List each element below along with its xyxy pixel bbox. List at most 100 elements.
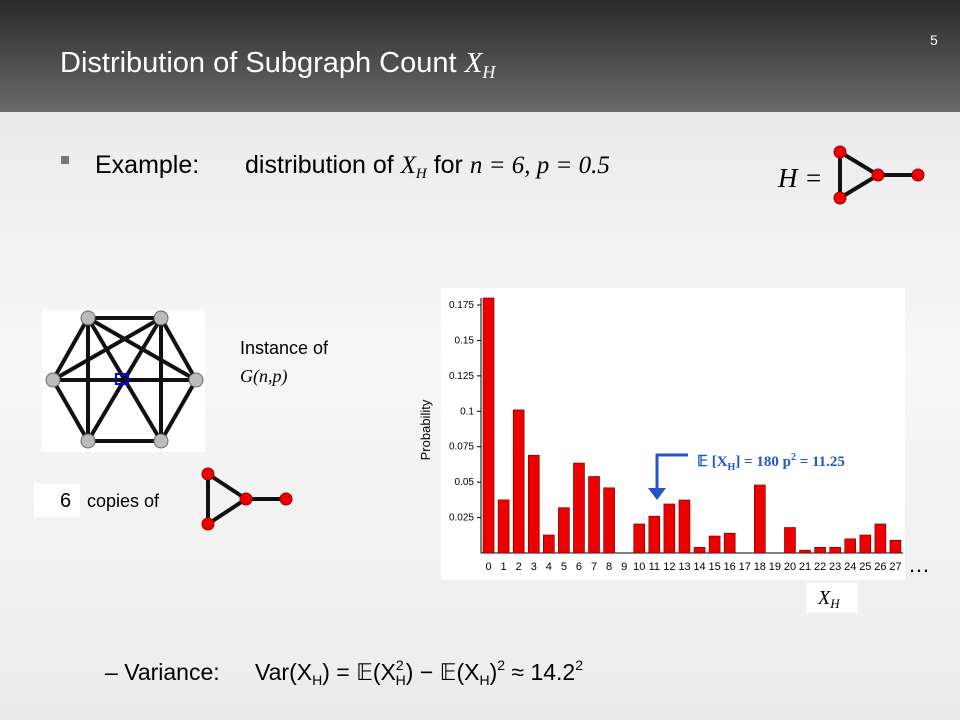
title: Distribution of Subgraph Count XH — [60, 47, 496, 82]
x-tick-label: 24 — [844, 561, 856, 573]
page-number: 5 — [930, 32, 938, 48]
x-tick-label: 16 — [724, 561, 736, 573]
bar — [889, 539, 902, 554]
f: ) − 𝔼(X — [406, 659, 480, 685]
y-tick-label: 0.1 — [460, 406, 474, 417]
bullet-mid: for — [427, 151, 470, 179]
x-tick-label: 10 — [633, 561, 645, 573]
f: ) = 𝔼(X — [322, 659, 396, 685]
bullet-sub: H — [415, 166, 428, 182]
x-axis-label: XH — [817, 587, 840, 611]
x-tick-label: 0 — [485, 561, 491, 573]
f: 2 — [396, 657, 404, 673]
header — [0, 0, 960, 112]
bar — [663, 503, 676, 554]
title-text: Distribution of Subgraph Count — [60, 47, 465, 79]
bar — [693, 547, 706, 554]
y-tick-label: 0.175 — [449, 300, 474, 311]
bullet-params: n = 6, p = 0.5 — [470, 152, 610, 179]
x-tick-label: 17 — [739, 561, 751, 573]
bullet-label: Example: — [95, 151, 199, 179]
ann: H — [728, 462, 736, 473]
bar — [527, 454, 540, 554]
f: H — [312, 672, 322, 688]
x-tick-label: 18 — [754, 561, 766, 573]
x-tick-label: 12 — [663, 561, 675, 573]
x-tick-label: 8 — [606, 561, 612, 573]
title-sub: H — [481, 62, 496, 82]
bullet: Example: distribution of XH for n = 6, p … — [95, 151, 610, 182]
y-tick-label: 0.05 — [455, 477, 475, 488]
bar — [543, 534, 555, 554]
x-tick-label: 5 — [561, 561, 567, 573]
h-label: H = — [777, 163, 822, 193]
bar — [874, 523, 887, 554]
ann: 2 — [791, 452, 796, 463]
x-tick-label: 19 — [769, 561, 781, 573]
bar — [558, 507, 570, 554]
bar — [512, 409, 525, 554]
x-label-box — [806, 583, 858, 613]
f: ) — [490, 659, 498, 685]
bar — [844, 538, 857, 554]
variance-label: Variance: — [124, 659, 219, 685]
h-graph — [833, 145, 925, 205]
bullet-text: distribution of — [245, 151, 401, 179]
ellipsis: … — [908, 552, 930, 577]
x-tick-label: 1 — [501, 561, 507, 573]
bar — [784, 527, 796, 554]
x-tick-label: 2 — [516, 561, 522, 573]
x-tick-label: 23 — [829, 561, 841, 573]
bar — [799, 549, 811, 554]
bar — [829, 547, 841, 554]
f: Var(X — [255, 659, 312, 685]
x-tick-label: 3 — [531, 561, 537, 573]
bar — [482, 297, 495, 554]
ann: 𝔼 [X — [697, 454, 728, 470]
f: H — [396, 672, 406, 688]
x-tick-label: 20 — [784, 561, 796, 573]
bar — [497, 499, 510, 554]
copies-count: 6 — [60, 490, 71, 512]
x-tick-label: 13 — [678, 561, 690, 573]
bar — [754, 484, 766, 554]
variance-dash: – — [105, 659, 124, 685]
count-box — [34, 483, 80, 517]
x-tick-label: 14 — [693, 561, 705, 573]
f: H — [479, 672, 489, 688]
bar — [603, 487, 615, 554]
instance-graph — [45, 310, 204, 449]
highlight — [115, 373, 129, 385]
variance: – Variance: — [105, 659, 220, 685]
bullet-icon — [61, 156, 69, 164]
bar — [573, 462, 585, 554]
x-tick-label: 21 — [799, 561, 811, 573]
bar — [678, 499, 691, 554]
ann: = 11.25 — [796, 454, 845, 470]
bar — [588, 476, 600, 554]
instance-line1: Instance of — [240, 338, 329, 358]
x-tick-label: 6 — [576, 561, 582, 573]
bar — [814, 547, 826, 554]
y-tick-label: 0.025 — [449, 513, 474, 524]
x-tick-label: 22 — [814, 561, 826, 573]
x-tick-label: 15 — [708, 561, 720, 573]
copy-graph — [201, 467, 293, 531]
bar — [633, 523, 646, 554]
x-label-sub: H — [829, 596, 840, 611]
bar — [648, 515, 661, 554]
y-axis-label: Probability — [418, 399, 433, 460]
bar — [708, 535, 721, 554]
bar — [723, 532, 736, 554]
x-tick-label: 27 — [889, 561, 901, 573]
x-tick-label: 25 — [859, 561, 871, 573]
y-tick-label: 0.075 — [449, 442, 474, 453]
ann: ] = 180 p — [735, 454, 791, 470]
x-tick-label: 11 — [649, 561, 660, 573]
x-tick-label: 7 — [591, 561, 597, 573]
x-label-var: X — [817, 587, 831, 609]
bar — [859, 534, 872, 554]
f: 2 — [575, 657, 583, 673]
